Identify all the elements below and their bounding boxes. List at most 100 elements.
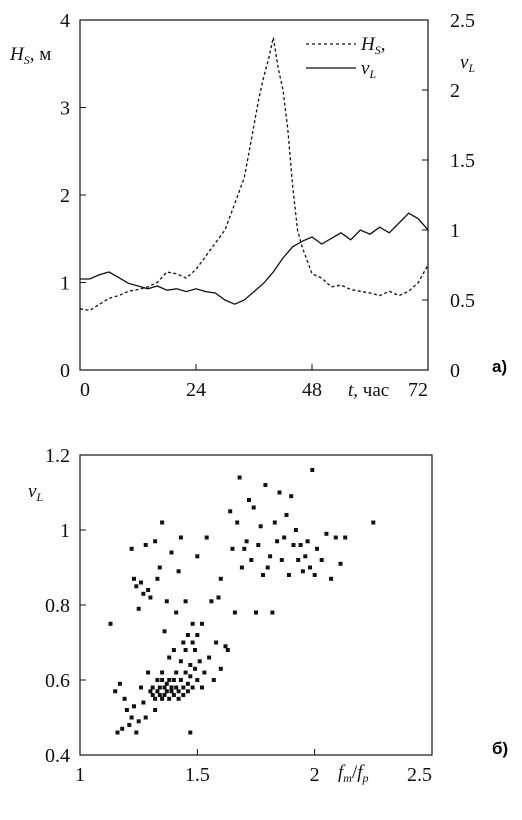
scatter-point [122, 696, 127, 701]
scatter-point [115, 730, 120, 735]
scatter-point [235, 520, 240, 525]
scatter-point [272, 520, 277, 525]
panel-b-frame [79, 454, 433, 756]
scatter-point [150, 693, 155, 697]
scatter-point [277, 490, 282, 495]
scatter-point [315, 546, 319, 551]
scatter-point [171, 678, 176, 682]
scatter-point [160, 696, 165, 701]
scatter-point [207, 655, 212, 660]
scatter-point [211, 678, 216, 682]
x-tick-label: 1 [75, 764, 85, 786]
scatter-point [139, 580, 143, 585]
scatter-point [298, 543, 303, 547]
right-tick-label: 1.5 [450, 150, 475, 172]
scatter-point [181, 693, 186, 697]
x-tick-label: 48 [302, 379, 322, 401]
scatter-point [195, 678, 200, 682]
scatter-point [120, 726, 125, 731]
scatter-point [139, 685, 143, 690]
panel-a-left-ticks: 0 1 2 3 4 [60, 10, 86, 382]
scatter-point [190, 640, 195, 645]
scatter-point [171, 693, 176, 697]
scatter-point [164, 689, 169, 694]
scatter-point [153, 708, 158, 712]
scatter-point [261, 573, 265, 577]
scatter-point [193, 666, 197, 671]
y-tick-label: 0.4 [45, 745, 70, 767]
scatter-point [185, 689, 190, 694]
panel-a-x-ticks: 0 24 48 72 [79, 364, 429, 401]
panel-a-legend: HS, νL [306, 34, 385, 81]
scatter-point [127, 723, 132, 727]
scatter-point [216, 595, 221, 600]
scatter-point [305, 539, 310, 544]
scatter-point [162, 685, 167, 690]
scatter-point [178, 678, 183, 682]
scatter-point [195, 633, 200, 637]
scatter-point [225, 648, 230, 652]
scatter-point [178, 535, 183, 540]
scatter-point [188, 730, 193, 735]
scatter-point [293, 528, 298, 532]
left-tick-label: 2 [60, 185, 70, 207]
panel-b-scatter: 0.4 0.6 0.8 1 1.2 1 1.5 2 2.5 νL fm/fp б) [28, 445, 508, 786]
scatter-point [214, 640, 219, 645]
scatter-point [251, 505, 256, 510]
scatter-point [223, 644, 228, 649]
scatter-point [291, 543, 296, 547]
scatter-point [167, 696, 172, 701]
scatter-point [157, 685, 162, 690]
scatter-point [183, 648, 188, 652]
scatter-point [141, 591, 146, 596]
scatter-point [183, 599, 188, 604]
panel-a-x-axis-label: t, час [348, 380, 389, 401]
scatter-point [263, 483, 268, 487]
right-tick-label: 2 [450, 80, 460, 102]
scatter-point [155, 689, 160, 694]
panel-a-left-axis-label: HS, м [9, 44, 51, 67]
scatter-point [174, 685, 179, 690]
scatter-point [117, 681, 122, 686]
scatter-point [160, 670, 165, 675]
scatter-point [181, 685, 186, 690]
scatter-point [155, 678, 160, 682]
scatter-point [185, 681, 190, 686]
scatter-point [300, 569, 305, 574]
panel-b-y-axis-label: νL [28, 481, 43, 504]
panel-a-label: а) [492, 357, 507, 376]
scatter-point [148, 689, 153, 694]
scatter-point [155, 576, 160, 581]
scatter-point [200, 685, 204, 690]
scatter-point [129, 546, 134, 551]
legend-nu-label: νL [361, 58, 376, 81]
scatter-point [258, 524, 263, 529]
scatter-point [204, 535, 209, 540]
scatter-point [181, 640, 186, 645]
scatter-point [124, 708, 129, 712]
scatter-point [143, 715, 148, 720]
scatter-point [244, 539, 249, 544]
scatter-point [329, 576, 334, 581]
panel-a-timeseries: 0 1 2 3 4 0 0.5 1 1.5 2 2.5 0 24 48 72 HS, м νL t, ч… [9, 10, 507, 401]
scatter-point [134, 584, 139, 589]
scatter-point [167, 655, 172, 660]
scatter-point [218, 576, 223, 581]
scatter-point [195, 554, 200, 559]
scatter-point [153, 539, 158, 544]
scatter-point [176, 696, 181, 701]
scatter-point [132, 576, 136, 581]
scatter-point [153, 696, 158, 701]
scatter-point [141, 700, 146, 705]
scatter-point [188, 663, 193, 667]
scatter-point [108, 621, 113, 626]
left-tick-label: 0 [60, 360, 70, 382]
scatter-point [228, 509, 233, 514]
scatter-point [197, 659, 202, 664]
scatter-point [160, 678, 165, 682]
scatter-point [134, 730, 139, 735]
scatter-point [157, 565, 162, 570]
scatter-point [265, 565, 270, 570]
scatter-point [176, 569, 181, 574]
